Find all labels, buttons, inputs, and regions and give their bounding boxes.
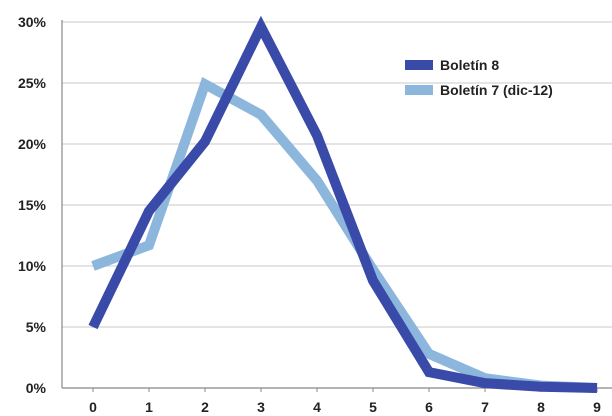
- data-point: [92, 265, 94, 267]
- data-point: [316, 134, 318, 136]
- x-tick-label: 4: [313, 399, 321, 415]
- axes: 0% 5% 10% 15% 20% 25% 30% 0 1 2 3 4 5 6 7 8 9: [18, 14, 612, 415]
- data-point: [316, 180, 318, 182]
- y-tick-label: 25%: [18, 75, 47, 91]
- x-tick-label: 0: [89, 399, 97, 415]
- series-line-boletin-8: [88, 15, 598, 393]
- y-tick-label: 15%: [18, 197, 47, 213]
- data-point: [260, 26, 262, 28]
- y-tick-label: 30%: [18, 14, 47, 30]
- data-point: [204, 83, 206, 85]
- legend-label: Boletín 8: [440, 57, 499, 73]
- x-tick-label: 1: [145, 399, 153, 415]
- x-tick-label: 8: [537, 399, 545, 415]
- data-point: [596, 387, 598, 389]
- x-tick-label: 5: [369, 399, 377, 415]
- x-tick-label: 2: [201, 399, 209, 415]
- data-point: [428, 353, 430, 355]
- y-tick-label: 0%: [26, 380, 47, 396]
- data-point: [92, 326, 94, 328]
- data-point: [260, 114, 262, 116]
- series-lines: [88, 15, 598, 393]
- data-point: [372, 280, 374, 282]
- legend: Boletín 8 Boletín 7 (dic-12): [405, 57, 553, 98]
- y-tick-label: 20%: [18, 136, 47, 152]
- x-tick-label: 6: [425, 399, 433, 415]
- y-tick-label: 10%: [18, 258, 47, 274]
- x-tick-label: 7: [481, 399, 489, 415]
- data-point: [148, 210, 150, 212]
- data-point: [428, 371, 430, 373]
- legend-label: Boletín 7 (dic-12): [440, 82, 553, 98]
- data-point: [540, 386, 542, 388]
- data-point: [484, 382, 486, 384]
- x-tick-label: 3: [257, 399, 265, 415]
- data-point: [148, 244, 150, 246]
- data-point: [204, 141, 206, 143]
- x-tick-label: 9: [593, 399, 601, 415]
- series-line-boletin-7: [91, 77, 598, 393]
- y-tick-label: 5%: [26, 319, 47, 335]
